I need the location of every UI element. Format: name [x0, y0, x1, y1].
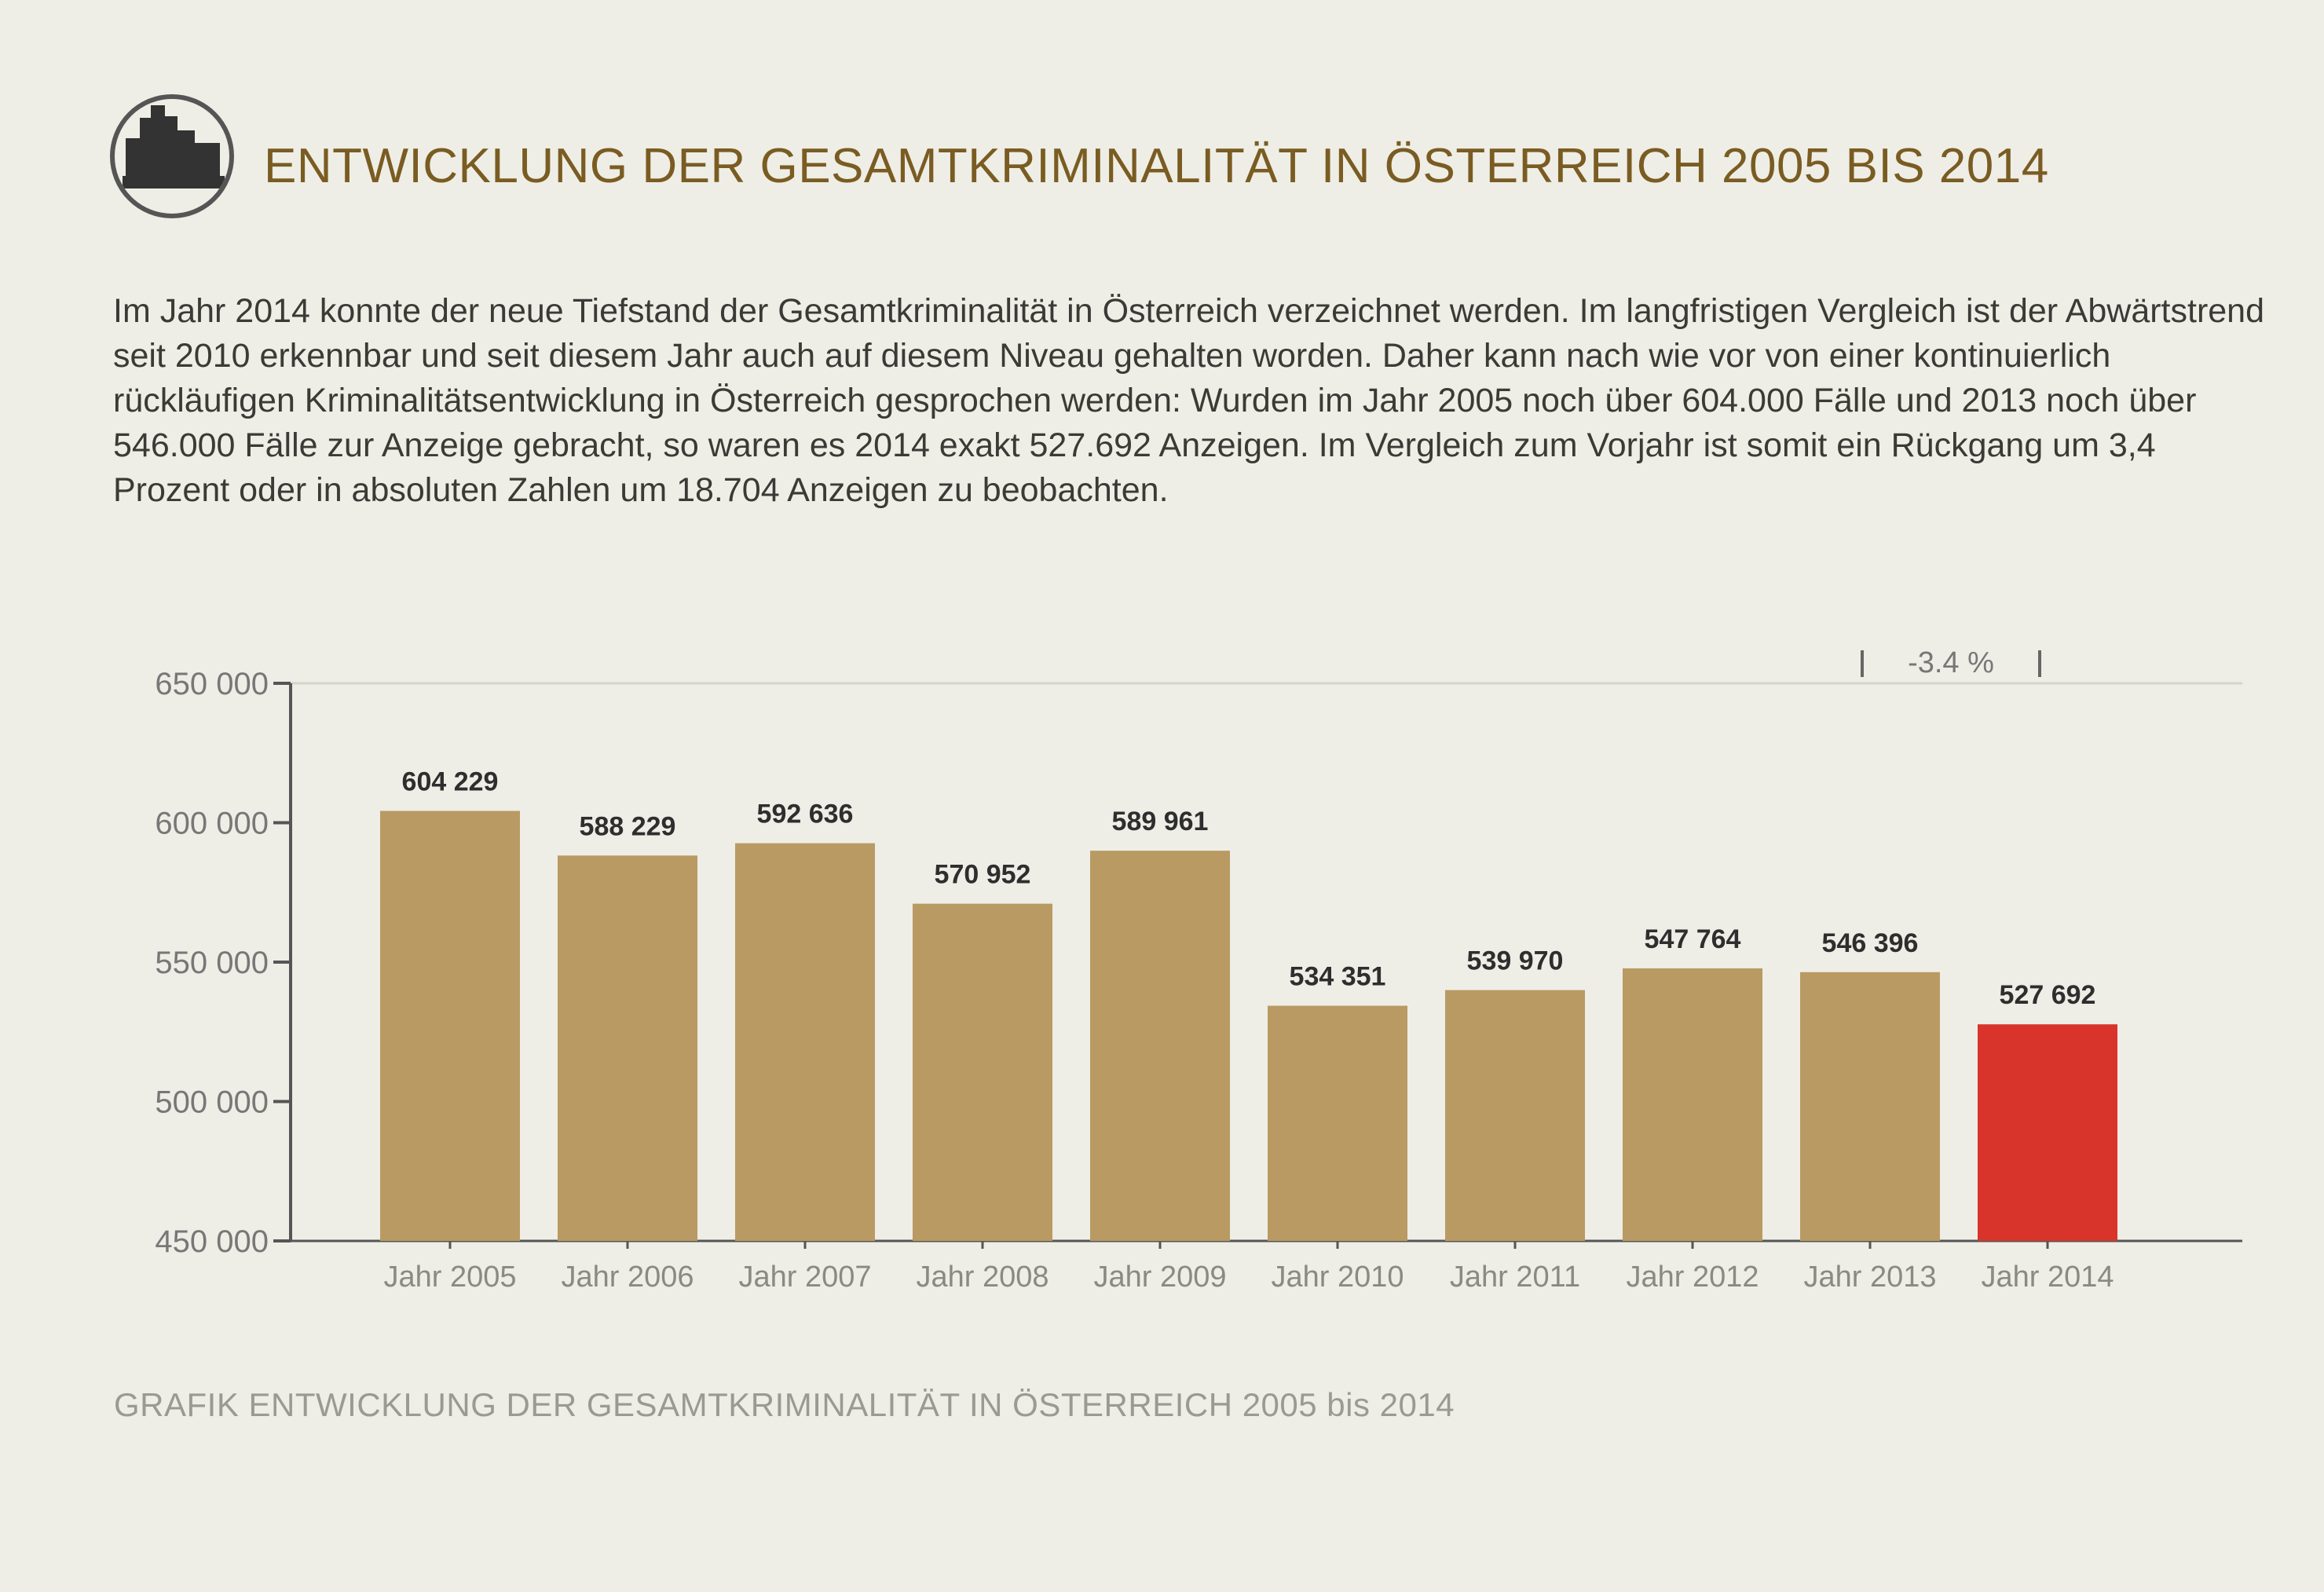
bar	[1090, 851, 1230, 1241]
bar	[1978, 1024, 2117, 1241]
chart-canvas: 450 000 500 000 550 000 600 000 650 000 604 2…	[155, 646, 2242, 1294]
bar	[380, 811, 520, 1241]
bar-value-label: 539 970	[1467, 946, 1564, 976]
bar-value-label: 589 961	[1112, 807, 1209, 836]
bar	[735, 843, 875, 1241]
x-tick-label: Jahr 2008	[916, 1261, 1049, 1294]
bar-value-label: 546 396	[1822, 928, 1919, 958]
bar-chart-logo-icon	[110, 94, 234, 218]
intro-paragraph: Im Jahr 2014 konnte der neue Tiefstand d…	[113, 292, 2265, 509]
bar-value-label: 604 229	[402, 767, 499, 796]
header: ENTWICKLUNG DER GESAMTKRIMINALITÄT IN ÖS…	[110, 94, 2231, 228]
bar	[558, 855, 697, 1241]
x-tick-label: Jahr 2010	[1271, 1261, 1404, 1294]
bar	[1800, 972, 1940, 1241]
x-tick-label: Jahr 2013	[1803, 1261, 1936, 1294]
y-tick-label: 500 000	[155, 1085, 269, 1120]
page-title: ENTWICKLUNG DER GESAMTKRIMINALITÄT IN ÖS…	[264, 139, 2049, 193]
bar-value-label: 592 636	[757, 800, 854, 829]
bar-value-label: 588 229	[580, 811, 676, 841]
bar-value-label: 527 692	[2000, 980, 2096, 1010]
bar-value-label: 534 351	[1290, 962, 1386, 992]
bar-value-label: 570 952	[935, 860, 1031, 890]
x-tick-label: Jahr 2014	[1981, 1261, 2114, 1294]
x-tick-label: Jahr 2009	[1093, 1261, 1226, 1294]
bar	[1623, 968, 1762, 1241]
bar	[1445, 990, 1585, 1241]
bar-chart: 450 000 500 000 550 000 600 000 650 000 604 2…	[0, 620, 2324, 1406]
y-tick-label: 550 000	[155, 946, 269, 980]
x-tick-label: Jahr 2006	[561, 1261, 694, 1294]
x-tick-label: Jahr 2011	[1450, 1261, 1580, 1294]
bar	[1268, 1005, 1407, 1241]
x-tick-label: Jahr 2007	[738, 1261, 871, 1294]
y-tick-label: 600 000	[155, 807, 269, 841]
y-tick-label: 450 000	[155, 1224, 269, 1259]
y-tick-label: 650 000	[155, 667, 269, 701]
bar	[913, 903, 1052, 1241]
x-tick-label: Jahr 2005	[383, 1261, 516, 1294]
bar-value-label: 547 764	[1645, 924, 1741, 954]
x-tick-label: Jahr 2012	[1626, 1261, 1759, 1294]
change-annotation: -3.4 %	[1908, 646, 1994, 679]
chart-caption: GRAFIK ENTWICKLUNG DER GESAMTKRIMINALITÄ…	[114, 1386, 1455, 1423]
